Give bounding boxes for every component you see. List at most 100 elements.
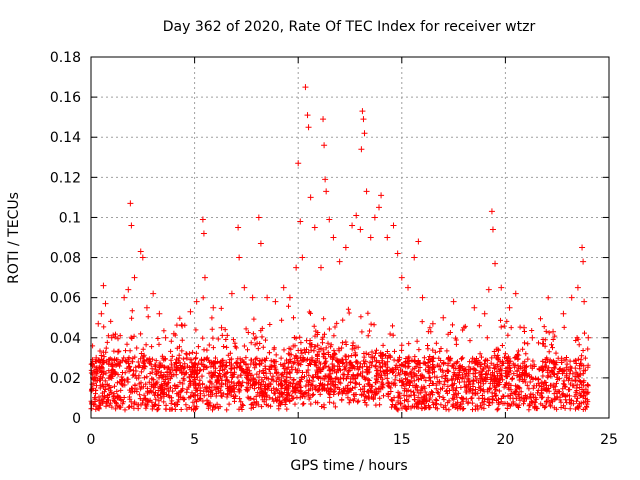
data-point	[539, 340, 546, 347]
data-point	[485, 286, 492, 293]
data-point	[241, 284, 248, 291]
data-point	[440, 314, 447, 321]
data-point	[450, 298, 457, 305]
axis-ticks: 0 5 10 15 20 25 0 0.02 0.04 0.06 0.08 0.1 0.12 0.14 0.…	[50, 50, 618, 448]
data-point	[143, 304, 150, 311]
data-point	[311, 224, 318, 231]
data-point	[481, 310, 488, 317]
data-point	[302, 84, 309, 91]
y-tick-label: 0.02	[50, 371, 81, 387]
data-point	[297, 218, 304, 225]
y-tick-label: 0.1	[59, 210, 81, 226]
data-point	[156, 310, 163, 317]
dense-point-cloud	[88, 295, 591, 413]
y-tick-label: 0.14	[50, 130, 81, 146]
data-point	[137, 248, 144, 255]
data-point	[127, 200, 134, 207]
x-tick-label: 15	[393, 432, 411, 448]
y-tick-label: 0.04	[50, 331, 81, 347]
data-point	[376, 204, 383, 211]
data-point	[326, 216, 333, 223]
data-point	[108, 334, 115, 341]
data-point	[336, 258, 343, 265]
data-point	[521, 324, 528, 331]
data-point	[201, 274, 208, 281]
data-point	[429, 320, 436, 327]
plot-frame	[90, 56, 610, 419]
x-axis-label: GPS time / hours	[290, 458, 407, 474]
data-point	[179, 322, 186, 329]
data-point	[236, 254, 243, 261]
data-point	[293, 264, 300, 271]
data-point	[295, 160, 302, 167]
data-point	[187, 308, 194, 315]
data-point	[330, 234, 337, 241]
data-point	[199, 216, 206, 223]
y-tick-label: 0.16	[50, 90, 81, 106]
data-point	[371, 214, 378, 221]
data-point	[359, 108, 366, 115]
data-point	[581, 298, 588, 305]
data-point	[125, 286, 132, 293]
data-point	[357, 226, 364, 233]
data-point	[363, 188, 370, 195]
data-point	[200, 230, 207, 237]
data-point	[170, 330, 177, 337]
data-point	[264, 294, 271, 301]
data-point	[550, 328, 557, 335]
x-tick-label: 5	[190, 432, 199, 448]
data-point	[95, 320, 102, 327]
data-point	[235, 224, 242, 231]
data-point	[272, 298, 279, 305]
data-point	[361, 130, 368, 137]
data-point	[286, 294, 293, 301]
data-point	[100, 282, 107, 289]
y-tick-label: 0.06	[50, 291, 81, 307]
data-point	[304, 112, 311, 119]
data-point	[121, 294, 128, 301]
data-point	[249, 294, 256, 301]
data-point	[384, 234, 391, 241]
data-point	[419, 294, 426, 301]
x-tick-label: 25	[600, 432, 618, 448]
data-point	[280, 284, 287, 291]
data-point	[193, 298, 200, 305]
data-point	[323, 188, 330, 195]
data-point	[489, 226, 496, 233]
data-point	[585, 334, 592, 341]
data-point	[342, 244, 349, 251]
y-tick-label: 0.12	[50, 170, 81, 186]
data-point	[498, 284, 505, 291]
data-point	[150, 290, 157, 297]
y-tick-label: 0.18	[50, 50, 81, 66]
data-point	[307, 194, 314, 201]
data-point	[471, 304, 478, 311]
data-point	[128, 222, 135, 229]
data-point	[299, 254, 306, 261]
data-point	[131, 274, 138, 281]
data-point	[353, 212, 360, 219]
data-point	[568, 294, 575, 301]
data-point	[560, 310, 567, 317]
data-point	[529, 334, 536, 341]
data-point	[512, 290, 519, 297]
data-point	[255, 214, 262, 221]
data-point	[210, 304, 217, 311]
x-tick-label: 0	[87, 432, 96, 448]
data-point	[257, 240, 264, 247]
data-point	[460, 324, 467, 331]
y-tick-label: 0.08	[50, 251, 81, 267]
data-point	[317, 264, 324, 271]
roti-point-cloud	[88, 295, 591, 413]
data-point	[139, 254, 146, 261]
data-point	[321, 142, 328, 149]
data-point	[358, 146, 365, 153]
data-points	[90, 84, 592, 381]
data-point	[228, 290, 235, 297]
data-point	[305, 124, 312, 131]
data-point	[405, 284, 412, 291]
data-point	[574, 284, 581, 291]
data-point	[398, 274, 405, 281]
data-point	[488, 208, 495, 215]
data-point	[580, 258, 587, 265]
